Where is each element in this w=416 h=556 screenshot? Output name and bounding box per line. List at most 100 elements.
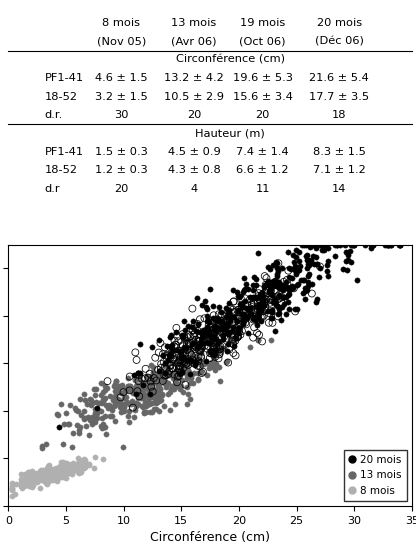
13 mois xyxy=(149,385,156,394)
8 mois xyxy=(69,458,76,467)
Point xyxy=(129,403,136,412)
Point xyxy=(210,342,217,351)
20 mois xyxy=(230,285,237,294)
13 mois xyxy=(100,420,106,429)
8 mois xyxy=(54,469,61,478)
Point xyxy=(184,345,191,354)
20 mois xyxy=(230,313,237,322)
13 mois xyxy=(121,394,127,403)
Point xyxy=(235,328,242,337)
20 mois xyxy=(234,306,241,315)
20 mois xyxy=(156,367,163,376)
13 mois xyxy=(171,384,178,393)
8 mois xyxy=(77,460,84,469)
13 mois xyxy=(213,359,219,368)
Point xyxy=(174,378,181,387)
Point xyxy=(146,369,153,378)
13 mois xyxy=(125,381,132,390)
20 mois xyxy=(178,368,185,377)
20 mois xyxy=(193,326,199,335)
20 mois xyxy=(199,331,206,340)
13 mois xyxy=(132,388,139,396)
13 mois xyxy=(129,389,136,398)
Point xyxy=(209,319,215,327)
20 mois xyxy=(218,324,225,333)
Point xyxy=(290,284,297,293)
13 mois xyxy=(222,358,229,367)
13 mois xyxy=(183,361,190,370)
Point xyxy=(229,329,235,338)
Point xyxy=(215,334,221,342)
13 mois xyxy=(92,409,98,418)
Point xyxy=(275,259,282,267)
8 mois xyxy=(57,466,64,475)
20 mois xyxy=(306,260,313,269)
8 mois xyxy=(61,468,68,476)
Point xyxy=(223,334,230,343)
20 mois xyxy=(273,281,280,290)
13 mois xyxy=(106,400,112,409)
20 mois xyxy=(283,283,290,292)
13 mois xyxy=(155,396,161,405)
13 mois xyxy=(193,355,199,364)
Point xyxy=(198,341,205,350)
13 mois xyxy=(135,389,142,398)
Point xyxy=(216,349,223,358)
20 mois xyxy=(220,318,226,327)
Point xyxy=(248,300,255,309)
13 mois xyxy=(75,429,82,438)
Text: 10.5 ± 2.9: 10.5 ± 2.9 xyxy=(164,92,224,102)
13 mois xyxy=(123,393,129,402)
13 mois xyxy=(111,401,117,410)
Point xyxy=(201,330,208,339)
20 mois xyxy=(233,334,240,342)
20 mois xyxy=(258,305,265,314)
Point xyxy=(210,330,216,339)
20 mois xyxy=(208,334,215,342)
8 mois xyxy=(21,477,27,486)
Point xyxy=(126,386,133,395)
Point xyxy=(277,283,284,292)
13 mois xyxy=(69,429,76,438)
13 mois xyxy=(144,381,151,390)
8 mois xyxy=(44,474,50,483)
13 mois xyxy=(215,339,222,348)
Point xyxy=(280,277,287,286)
Text: 8.3 ± 1.5: 8.3 ± 1.5 xyxy=(313,147,366,157)
13 mois xyxy=(163,367,170,376)
13 mois xyxy=(201,360,207,369)
8 mois xyxy=(42,474,48,483)
20 mois xyxy=(268,306,275,315)
13 mois xyxy=(204,370,210,379)
8 mois xyxy=(49,474,55,483)
Text: 20: 20 xyxy=(255,110,270,120)
13 mois xyxy=(99,399,106,408)
Point xyxy=(158,360,164,369)
Point xyxy=(147,377,154,386)
20 mois xyxy=(270,298,277,307)
Point xyxy=(208,327,214,336)
Point xyxy=(203,326,210,335)
8 mois xyxy=(46,466,53,475)
8 mois xyxy=(52,464,59,473)
Text: 3.2 ± 1.5: 3.2 ± 1.5 xyxy=(95,92,148,102)
13 mois xyxy=(161,374,167,383)
8 mois xyxy=(47,469,54,478)
8 mois xyxy=(75,454,82,463)
20 mois xyxy=(240,302,246,311)
13 mois xyxy=(173,358,180,367)
8 mois xyxy=(76,469,83,478)
Point xyxy=(161,343,168,352)
8 mois xyxy=(53,464,60,473)
13 mois xyxy=(112,391,119,400)
8 mois xyxy=(43,478,50,487)
20 mois xyxy=(305,281,311,290)
20 mois xyxy=(198,301,205,310)
20 mois xyxy=(274,272,281,281)
20 mois xyxy=(268,285,275,294)
Text: 7.4 ± 1.4: 7.4 ± 1.4 xyxy=(236,147,289,157)
20 mois xyxy=(312,252,319,261)
20 mois xyxy=(200,328,206,337)
13 mois xyxy=(188,373,194,382)
Point xyxy=(210,343,217,352)
